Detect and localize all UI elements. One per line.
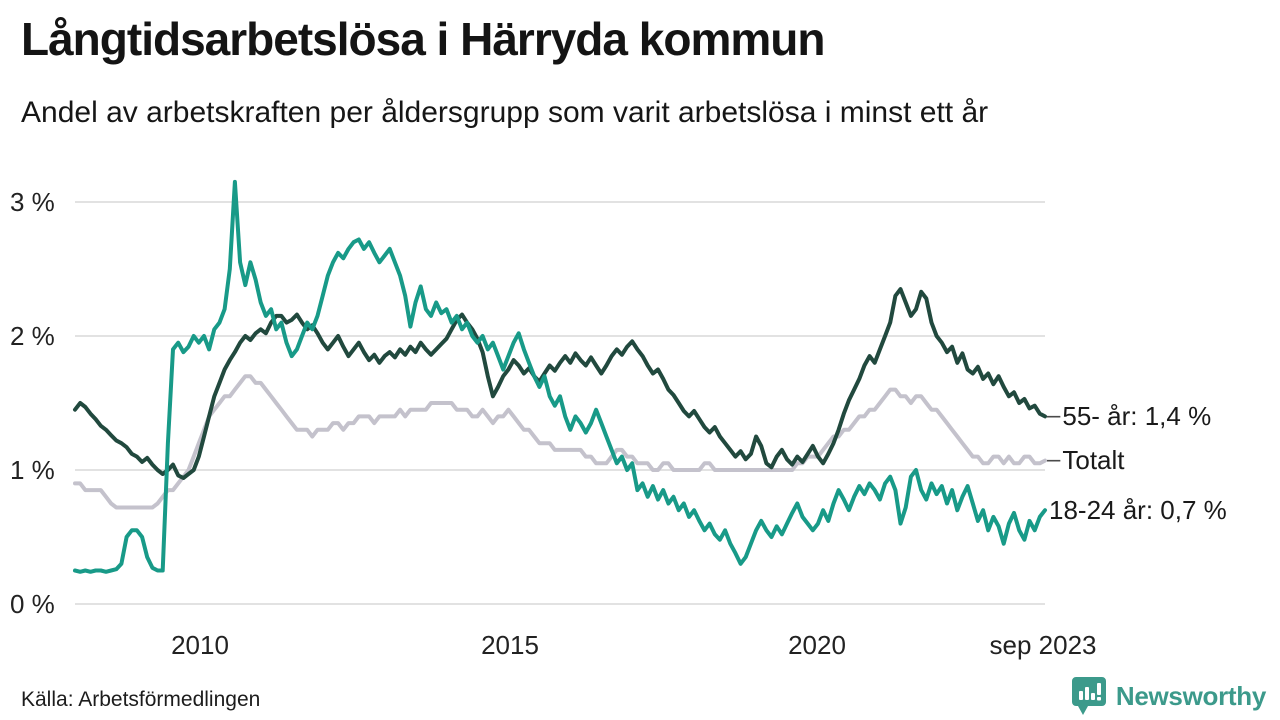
x-axis-tick-2015: 2015 xyxy=(481,630,539,660)
series-label-totalt: – Totalt xyxy=(1047,444,1125,476)
series-label-55-plus: – 55- år: 1,4 % xyxy=(1047,400,1211,432)
y-axis-tick-0: 0 % xyxy=(10,589,55,619)
y-axis-tick-2: 2 % xyxy=(10,321,55,351)
y-axis-tick-1: 1 % xyxy=(10,455,55,485)
series-label-55-plus-text: 55- år: 1,4 % xyxy=(1062,401,1212,431)
page-subtitle: Andel av arbetskraften per åldersgrupp s… xyxy=(21,96,989,129)
x-axis-tick-2010: 2010 xyxy=(171,630,229,660)
page-title: Långtidsarbetslösa i Härryda kommun xyxy=(21,13,825,65)
series-label-18-24-text: 18-24 år: 0,7 % xyxy=(1049,495,1227,525)
x-axis-tick-sep-2023: sep 2023 xyxy=(989,630,1097,660)
x-axis-tick-2020: 2020 xyxy=(788,630,846,660)
series-line-Totalt xyxy=(73,374,1047,510)
newsworthy-logo[interactable]: Newsworthy xyxy=(1071,676,1266,716)
series-label-18-24: 18-24 år: 0,7 % xyxy=(1047,494,1227,526)
y-axis-tick-3: 3 % xyxy=(10,187,55,217)
label-leader-dash: – xyxy=(1047,446,1061,473)
label-leader-dash: – xyxy=(1047,402,1061,429)
source-note: Källa: Arbetsförmedlingen xyxy=(21,688,261,711)
newsworthy-logo-icon xyxy=(1071,677,1106,715)
series-line-18-24-r xyxy=(73,179,1047,574)
series-label-totalt-text: Totalt xyxy=(1062,445,1125,475)
series-line-55-r xyxy=(73,287,1047,480)
newsworthy-wordmark: Newsworthy xyxy=(1115,680,1266,711)
